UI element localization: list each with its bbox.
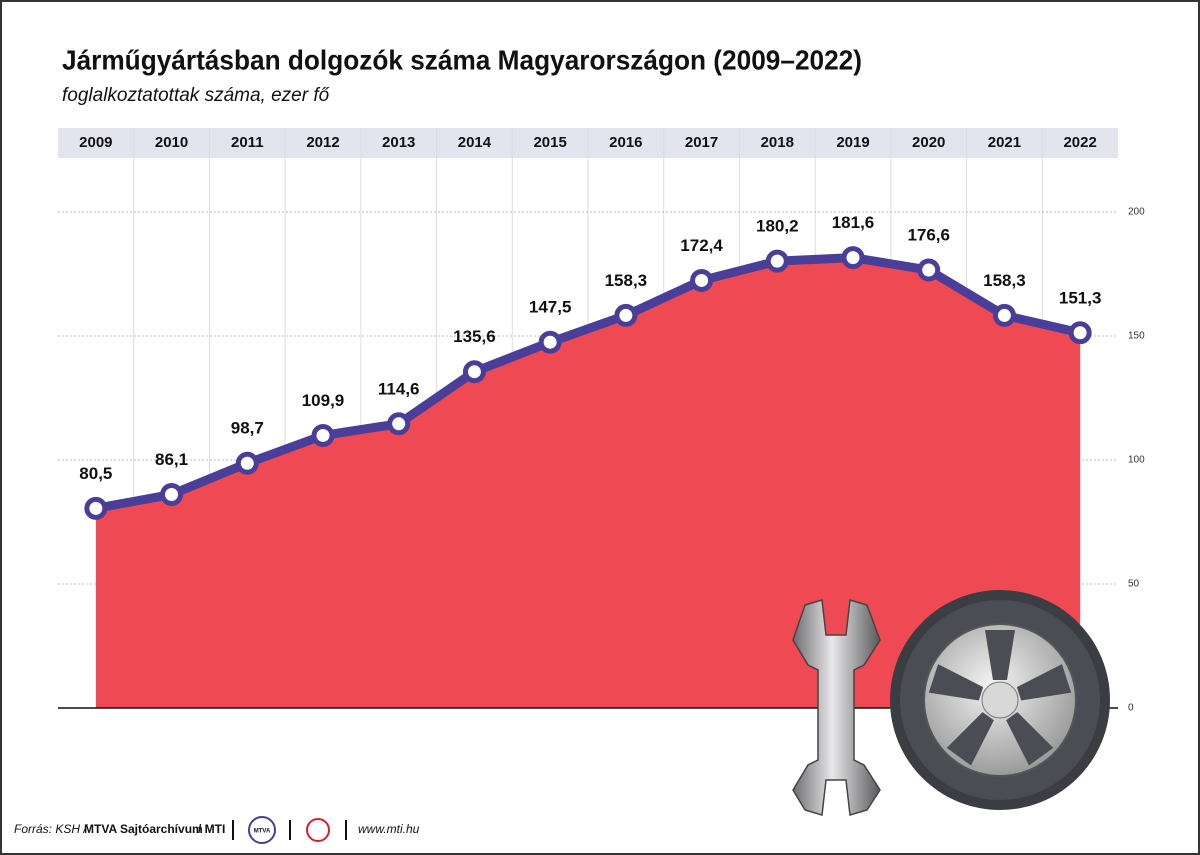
chart-title: Járműgyártásban dolgozók száma Magyarors… <box>62 44 862 75</box>
y-tick-label: 100 <box>1128 455 1145 466</box>
marker <box>84 496 108 520</box>
footer-agency: / MTI <box>198 822 225 836</box>
marker <box>235 451 259 475</box>
x-tick-label: 2012 <box>306 134 339 151</box>
footer-website: www.mti.hu <box>358 822 420 836</box>
x-tick-label: 2009 <box>79 134 112 151</box>
marker <box>462 360 486 384</box>
value-label: 158,3 <box>983 271 1026 290</box>
area <box>95 257 1081 708</box>
footer-logo-ring <box>248 816 276 844</box>
marker <box>917 258 941 282</box>
value-label: 176,6 <box>907 226 950 245</box>
x-tick-label: 2013 <box>382 134 415 151</box>
marker <box>690 268 714 292</box>
tire-icon <box>890 590 1110 810</box>
x-tick-label: 2010 <box>155 134 188 151</box>
y-tick-label: 0 <box>1128 703 1134 714</box>
value-label: 86,1 <box>155 450 188 469</box>
marker <box>765 249 789 273</box>
footer-divider <box>289 820 291 840</box>
footer-logo-mti <box>306 818 330 842</box>
marker <box>160 482 184 506</box>
footer-logo: MTVA <box>254 829 271 835</box>
value-label: 147,5 <box>529 298 572 317</box>
value-label: 109,9 <box>302 391 345 410</box>
y-tick-label: 200 <box>1128 207 1145 218</box>
marker <box>538 330 562 354</box>
value-label: 180,2 <box>756 217 799 236</box>
footer-archive: MTVA Sajtóarchívum <box>84 822 203 836</box>
footer-divider <box>345 820 347 840</box>
value-label: 135,6 <box>453 327 496 346</box>
value-label: 114,6 <box>378 379 420 398</box>
marker <box>311 423 335 447</box>
x-tick-label: 2022 <box>1063 134 1096 151</box>
x-tick-label: 2016 <box>609 134 642 151</box>
value-label: 98,7 <box>231 419 264 438</box>
footer-source: Forrás: KSH / <box>14 822 88 836</box>
value-label: 151,3 <box>1059 288 1102 307</box>
x-tick-label: 2017 <box>685 134 718 151</box>
x-tick-label: 2018 <box>761 134 794 151</box>
marker <box>1068 321 1092 345</box>
x-tick-label: 2014 <box>458 134 492 151</box>
value-label: 172,4 <box>680 236 723 255</box>
marker <box>614 303 638 327</box>
value-label: 80,5 <box>79 464 112 483</box>
x-tick-label: 2011 <box>231 134 264 151</box>
x-tick-label: 2020 <box>912 134 945 151</box>
chart-subtitle: foglalkoztatottak száma, ezer fő <box>62 85 330 106</box>
marker <box>841 246 865 270</box>
x-tick-label: 2019 <box>836 134 869 151</box>
marker <box>387 412 411 436</box>
line <box>95 253 1082 513</box>
wrench-icon <box>792 599 881 816</box>
y-tick-label: 50 <box>1128 579 1140 590</box>
value-label: 181,6 <box>832 213 875 232</box>
footer-divider <box>232 820 234 840</box>
x-tick-label: 2021 <box>988 134 1021 151</box>
marker <box>992 303 1016 327</box>
y-tick-label: 150 <box>1128 331 1145 342</box>
value-label: 158,3 <box>605 271 648 290</box>
x-tick-label: 2015 <box>533 134 566 151</box>
